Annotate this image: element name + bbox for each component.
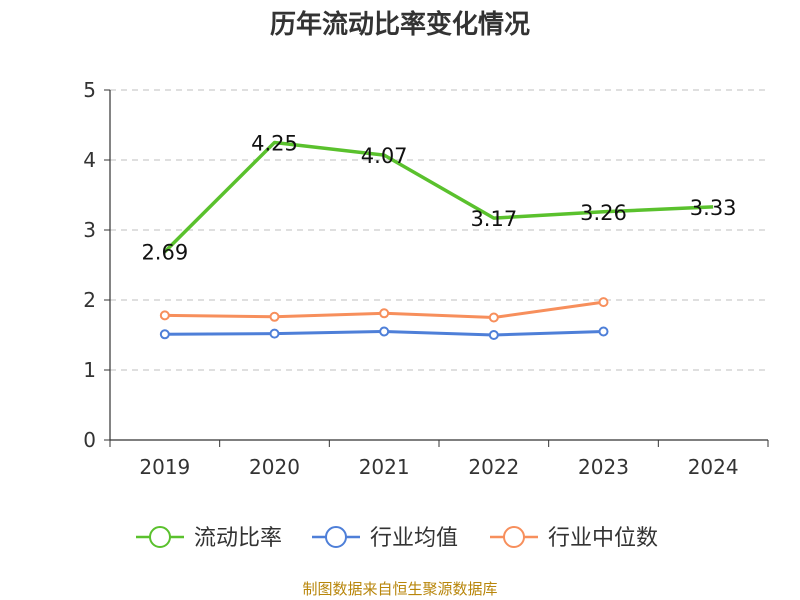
data-labels: 2.69 4.25 4.07 3.17 3.26 3.33 — [141, 132, 736, 265]
chart-title: 历年流动比率变化情况 — [269, 10, 530, 40]
data-point — [488, 330, 499, 340]
legend-marker — [149, 526, 171, 548]
x-tick-label: 2024 — [688, 455, 739, 479]
grid-lines — [110, 89, 768, 371]
data-point — [598, 326, 609, 337]
data-label: 2.69 — [141, 241, 188, 265]
legend-label: 行业均值 — [370, 526, 458, 551]
y-tick-label: 1 — [83, 358, 96, 382]
x-tick-label: 2020 — [249, 455, 300, 479]
legend: 流动比率 行业均值 行业中位数 — [136, 526, 658, 551]
data-label: 3.33 — [690, 196, 737, 220]
data-point — [379, 326, 390, 337]
legend-item: 行业均值 — [312, 526, 458, 551]
data-point — [159, 329, 170, 340]
x-tick-label: 2022 — [468, 455, 519, 479]
y-tick-label: 3 — [83, 218, 96, 242]
legend-item: 流动比率 — [136, 526, 282, 551]
legend-item: 行业中位数 — [490, 526, 658, 551]
data-point — [598, 297, 609, 308]
data-point — [269, 328, 280, 339]
data-point — [379, 308, 390, 319]
data-label: 3.17 — [470, 207, 517, 231]
data-point — [269, 311, 280, 322]
data-point — [159, 310, 170, 321]
series-layer — [159, 140, 714, 340]
legend-marker — [503, 526, 525, 548]
legend-marker — [325, 526, 347, 548]
legend-label: 行业中位数 — [548, 526, 658, 551]
y-tick-label: 5 — [83, 78, 96, 102]
y-tick-label: 4 — [83, 148, 96, 172]
series-line — [163, 140, 714, 253]
x-tick-label: 2019 — [139, 455, 190, 479]
x-tick-label: 2023 — [578, 455, 629, 479]
data-point — [488, 312, 499, 323]
y-tick-label: 2 — [83, 288, 96, 312]
data-label: 3.26 — [580, 201, 627, 225]
source-note: 制图数据来自恒生聚源数据库 — [302, 580, 498, 598]
legend-label: 流动比率 — [194, 526, 282, 551]
data-label: 4.07 — [361, 144, 408, 168]
x-tick-label: 2021 — [359, 455, 410, 479]
data-label: 4.25 — [251, 132, 298, 156]
y-tick-label: 0 — [83, 428, 96, 452]
axes: 0 1 2 3 4 5 2019 2020 2021 2022 2023 2024 — [83, 78, 769, 479]
